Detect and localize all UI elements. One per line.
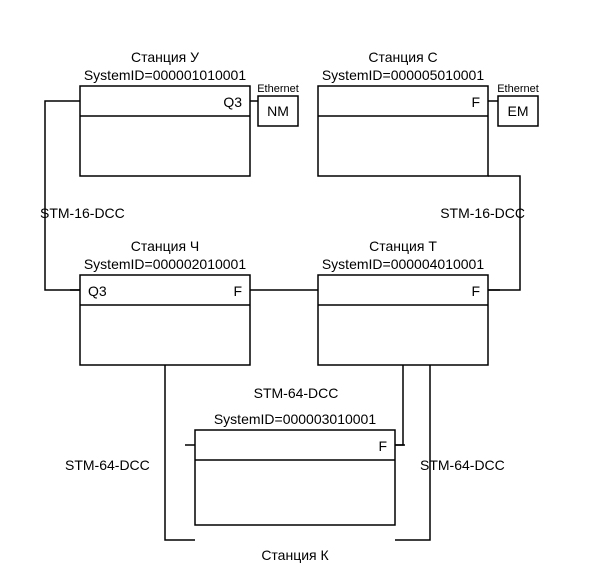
node-station-k: SystemID=000003010001 F Станция К [195, 411, 395, 563]
label-ch-k: STM-64-DCC [65, 457, 150, 473]
edge-ch-k [165, 365, 195, 540]
node-u-rightport: Q3 [223, 94, 242, 110]
edge-t-k [395, 365, 403, 445]
node-ch-leftport: Q3 [88, 283, 107, 299]
node-ch-title: Станция Ч [131, 238, 200, 254]
node-ch-rightport: F [233, 283, 242, 299]
node-u-subtitle: SystemID=000001010001 [84, 67, 246, 83]
label-ch-t: STM-64-DCC [254, 385, 339, 401]
node-k-rightport: F [378, 438, 387, 454]
node-c-rightport: F [471, 94, 480, 110]
node-u-title: Станция У [131, 49, 199, 65]
label-t-k: STM-64-DCC [420, 457, 505, 473]
node-ch-subtitle: SystemID=000002010001 [84, 256, 246, 272]
node-station-c: Станция С SystemID=000005010001 F [318, 49, 488, 176]
node-t-rightport: F [471, 283, 480, 299]
node-em-label: EM [508, 103, 529, 119]
label-c-t: STM-16-DCC [440, 205, 525, 221]
eth1-label: Ethernet [257, 83, 299, 95]
label-u-ch: STM-16-DCC [40, 205, 125, 221]
node-station-t: Станция Т SystemID=000004010001 F [318, 238, 488, 365]
node-k-title: Станция К [261, 547, 329, 563]
edge-u-ch [45, 101, 80, 290]
node-c-title: Станция С [368, 49, 437, 65]
node-t-subtitle: SystemID=000004010001 [322, 256, 484, 272]
node-em: EM Ethernet [497, 83, 539, 126]
node-nm: NM Ethernet [257, 83, 299, 126]
edge-c-t [488, 176, 520, 290]
node-t-title: Станция Т [369, 238, 437, 254]
node-k-subtitle: SystemID=000003010001 [214, 411, 376, 427]
edge-t-k-2 [395, 365, 430, 540]
eth2-label: Ethernet [497, 83, 539, 95]
node-station-ch: Станция Ч SystemID=000002010001 Q3 F [80, 238, 250, 365]
node-c-subtitle: SystemID=000005010001 [322, 67, 484, 83]
node-nm-label: NM [267, 103, 289, 119]
node-station-u: Станция У SystemID=000001010001 Q3 [80, 49, 250, 176]
